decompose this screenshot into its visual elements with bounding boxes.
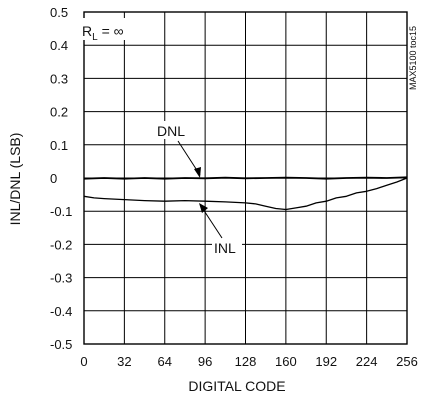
x-tick-label: 96	[198, 354, 212, 369]
x-tick-label: 64	[158, 354, 172, 369]
x-tick-label: 128	[235, 354, 257, 369]
condition-label: RL = ∞	[82, 23, 124, 43]
annotation-inl-background	[212, 238, 242, 256]
x-tick-label: 32	[117, 354, 131, 369]
y-tick-label: -0.2	[50, 237, 72, 252]
annotation-dnl: DNL	[155, 121, 201, 178]
y-tick-label: 0.2	[50, 105, 68, 120]
annotation-inl-label: INL	[214, 240, 236, 256]
condition-label-background	[79, 18, 141, 40]
annotation-dnl-arrowhead	[194, 167, 201, 178]
series-lines	[83, 176, 408, 211]
annotation-inl: INL	[199, 203, 242, 256]
annotation-dnl-background	[155, 121, 187, 139]
series-line-inl	[83, 177, 408, 211]
y-tick-label: 0	[50, 171, 57, 186]
x-tick-label: 0	[80, 354, 87, 369]
plot-frame	[83, 11, 408, 345]
annotation-dnl-label: DNL	[157, 123, 185, 139]
x-axis-title: DIGITAL CODE	[188, 378, 285, 394]
annotation-inl-arrow	[200, 205, 223, 239]
y-axis-ticks: 0.5 0.4 0.3 0.2 0.1 0 -0.1 -0.2 -0.3 -0.4 -0.5	[50, 5, 72, 352]
y-tick-label: -0.1	[50, 204, 72, 219]
y-tick-label: 0.1	[50, 138, 68, 153]
condition-label-subscript: L	[92, 32, 98, 43]
condition-label-main: R	[82, 23, 92, 39]
x-tick-label: 160	[275, 354, 297, 369]
x-tick-label: 256	[396, 354, 418, 369]
series-line-dnl	[83, 176, 408, 180]
y-tick-label: 0.4	[50, 38, 68, 53]
y-axis-title: INL/DNL (LSB)	[7, 133, 23, 226]
y-tick-label: -0.5	[50, 337, 72, 352]
y-tick-label: -0.3	[50, 271, 72, 286]
x-axis-ticks: 0 32 64 96 128 160 192 224 256	[80, 354, 417, 369]
x-tick-label: 192	[315, 354, 337, 369]
condition-label-rest: = ∞	[98, 23, 124, 39]
y-tick-label: -0.4	[50, 304, 72, 319]
part-number-label: MAX5100 toc15	[408, 26, 418, 90]
y-tick-label: 0.3	[50, 71, 68, 86]
x-tick-label: 224	[356, 354, 378, 369]
y-tick-label: 0.5	[50, 5, 68, 20]
annotation-inl-arrowhead	[199, 203, 208, 213]
